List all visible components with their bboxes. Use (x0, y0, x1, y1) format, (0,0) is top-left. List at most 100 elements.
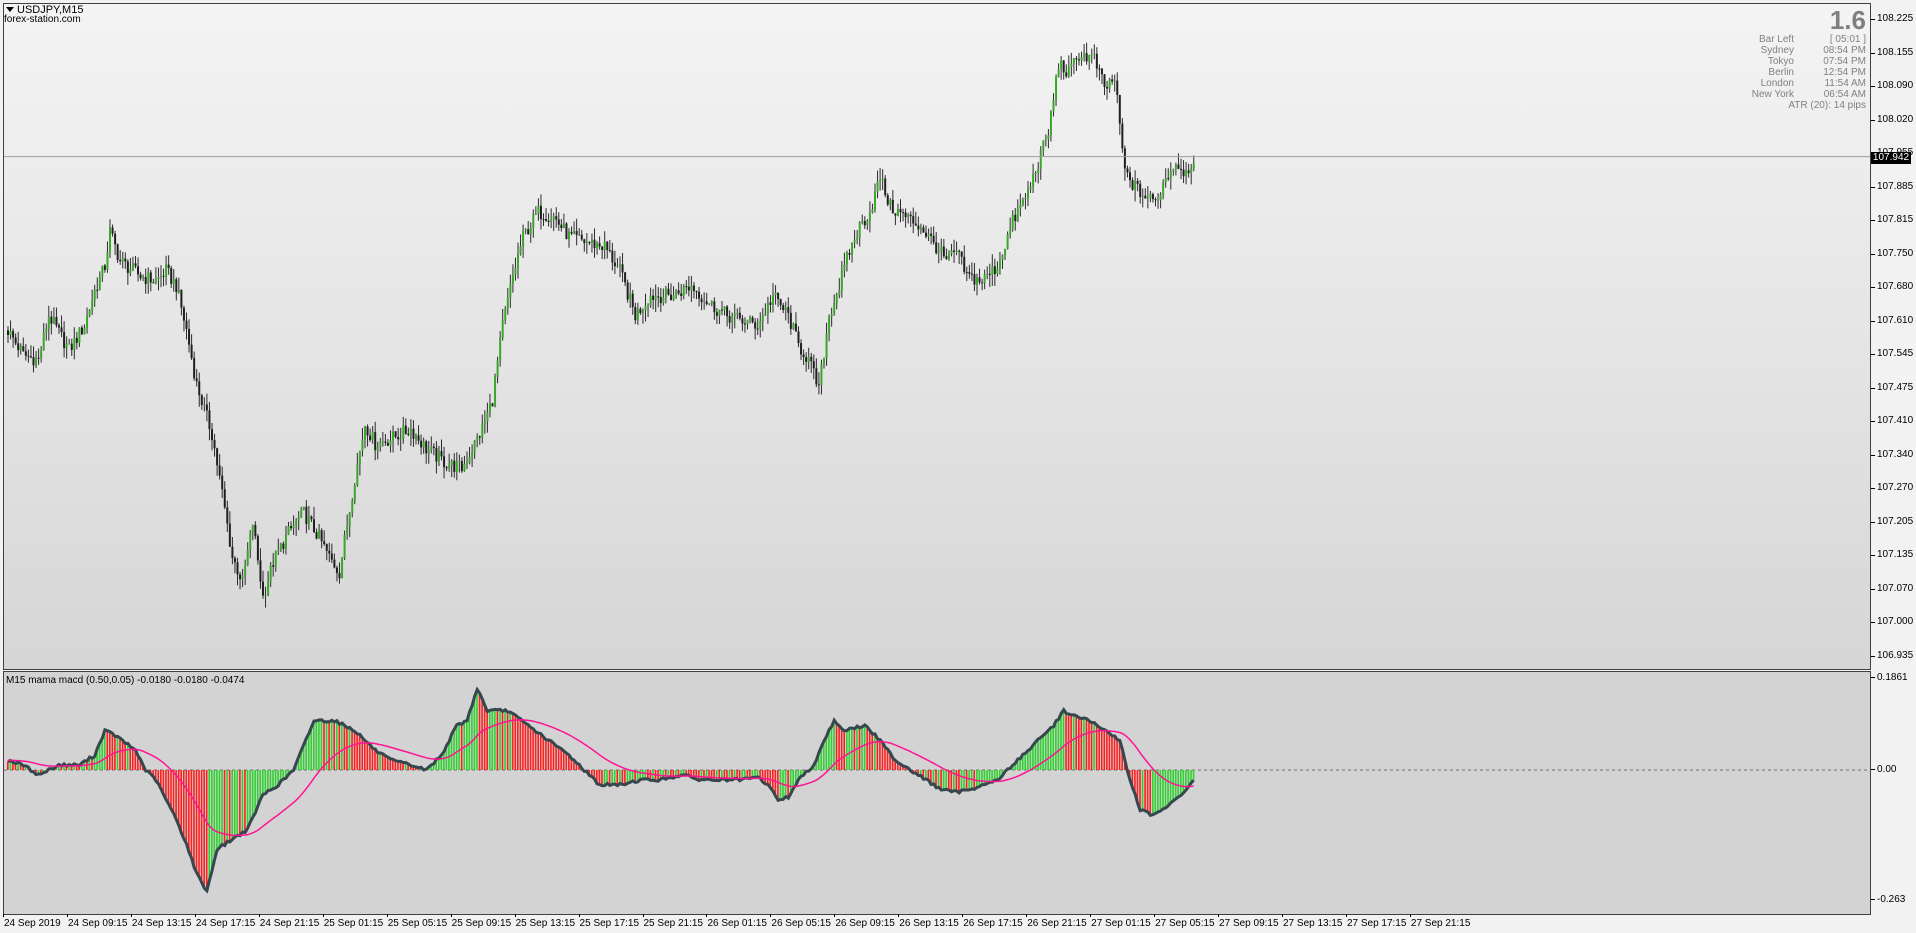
time-axis-label: 26 Sep 21:15 (1027, 918, 1087, 929)
histogram-bar (1167, 769, 1169, 806)
histogram-bar (302, 744, 305, 770)
histogram-bar (695, 769, 698, 780)
histogram-bar (496, 709, 499, 770)
histogram-bar (993, 769, 996, 781)
candle (73, 327, 76, 360)
candle (812, 354, 815, 380)
histogram-bar (1029, 748, 1032, 770)
candle (1049, 110, 1052, 142)
candle (1047, 129, 1050, 149)
candle (998, 252, 1001, 275)
candle (539, 194, 542, 230)
candle (570, 226, 573, 236)
histogram-bar (361, 737, 364, 770)
histogram-bar (1141, 769, 1144, 810)
candle (1037, 161, 1040, 184)
time-axis-label: 24 Sep 21:15 (259, 918, 320, 929)
histogram-bar (667, 769, 670, 778)
price-axis-label: 107.205 (1877, 515, 1914, 527)
histogram-bar (103, 729, 106, 770)
histogram-bar (40, 769, 42, 774)
candle (246, 542, 249, 567)
histogram-bar (1164, 769, 1167, 808)
time-tick (450, 914, 452, 917)
candle (284, 525, 287, 555)
candle (731, 312, 734, 334)
time-axis-label: 27 Sep 13:15 (1283, 918, 1343, 929)
histogram-bar (369, 744, 371, 770)
histogram-bar (450, 733, 453, 770)
info-value: 06:54 AM (1823, 89, 1866, 100)
histogram-bar (703, 769, 705, 780)
candle (613, 250, 616, 274)
candle (147, 267, 150, 294)
indicator-axis[interactable]: 0.1861 0.00 -0.263 (1871, 671, 1916, 915)
candle (988, 263, 991, 287)
candle (537, 198, 540, 221)
candle (1126, 165, 1129, 178)
candle (1157, 193, 1160, 209)
histogram-bar (259, 769, 262, 800)
candle (840, 260, 843, 298)
histogram-bar (397, 761, 399, 770)
price-chart-pane[interactable] (3, 3, 1871, 670)
candle (807, 347, 810, 370)
time-axis-label: 25 Sep 17:15 (579, 918, 640, 929)
histogram-bar (687, 769, 690, 776)
watermark: forex-station.com (4, 14, 81, 25)
candle (323, 530, 326, 546)
histogram-bar (840, 728, 843, 770)
triangle-down-icon[interactable] (6, 7, 14, 12)
candle (300, 506, 303, 519)
candlestick-chart[interactable] (4, 4, 1870, 669)
candle (481, 414, 484, 444)
histogram-bar (193, 769, 195, 868)
histogram-bar (876, 738, 879, 770)
candle (172, 269, 175, 292)
histogram-bar (471, 705, 473, 770)
time-axis-label: 26 Sep 01:15 (707, 918, 767, 929)
histogram-bar (165, 769, 167, 800)
histogram-bar (213, 769, 216, 860)
price-tick (1871, 588, 1875, 590)
candle (560, 218, 563, 232)
histogram-bar (680, 769, 682, 776)
histogram-bar (902, 765, 904, 770)
time-tick (3, 914, 4, 917)
time-axis[interactable]: 24 Sep 2019 24 Sep 09:15 24 Sep 13:15 24 Se… (3, 914, 1871, 933)
indicator-pane[interactable] (3, 671, 1871, 915)
candle (721, 300, 723, 316)
histogram-bar (9, 760, 12, 770)
candle (886, 193, 889, 207)
info-label: New York (1751, 89, 1794, 100)
histogram-bar (573, 760, 575, 770)
price-tick (1871, 220, 1875, 221)
histogram-bar (863, 724, 866, 770)
time-axis-label: 25 Sep 05:15 (387, 918, 448, 929)
candle (960, 250, 963, 265)
price-axis[interactable]: 108.225108.155108.090108.020107.955107.8… (1871, 3, 1916, 673)
candle (506, 288, 509, 315)
price-axis-label: 107.070 (1877, 582, 1914, 594)
histogram-bar (335, 720, 338, 770)
histogram-bar (300, 750, 302, 770)
candle (1144, 188, 1147, 199)
candle (346, 514, 349, 540)
candle (448, 453, 451, 472)
time-tick (834, 914, 836, 917)
candle (856, 230, 859, 245)
candle (282, 541, 285, 554)
symbol-title-text: USDJPY,M15 (17, 4, 84, 16)
histogram-bar (478, 693, 481, 770)
candle (116, 243, 119, 263)
candle (1057, 63, 1060, 78)
histogram-bar (843, 730, 845, 770)
candle (940, 238, 943, 261)
info-value: 08:54 PM (1823, 45, 1866, 56)
price-axis-label: 107.545 (1877, 348, 1914, 359)
mama-macd-chart[interactable] (4, 672, 1870, 914)
price-axis-label: 107.270 (1877, 482, 1914, 493)
candle (425, 439, 428, 464)
candle (134, 256, 137, 269)
histogram-bar (313, 721, 315, 770)
